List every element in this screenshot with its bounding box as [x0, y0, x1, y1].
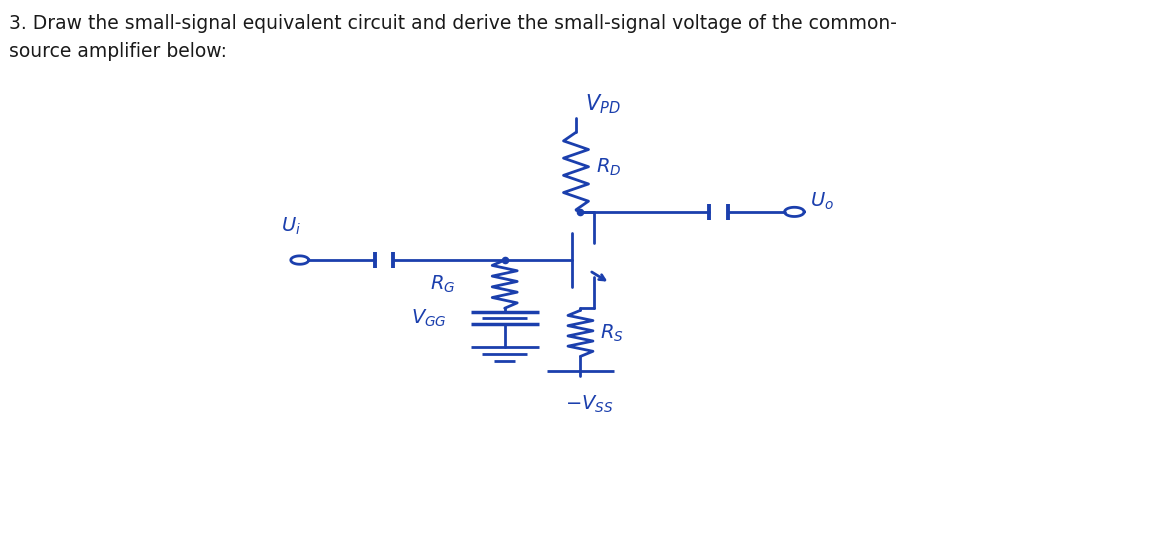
- Text: $U_i$: $U_i$: [281, 216, 301, 237]
- Point: [496, 256, 514, 264]
- Text: $R_D$: $R_D$: [596, 156, 621, 177]
- Text: $U_o$: $U_o$: [811, 191, 835, 212]
- Text: $V_{GG}$: $V_{GG}$: [411, 307, 447, 329]
- Text: $-V_{SS}$: $-V_{SS}$: [565, 394, 614, 416]
- Text: 3. Draw the small-signal equivalent circuit and derive the small-signal voltage : 3. Draw the small-signal equivalent circ…: [9, 14, 897, 60]
- Text: $V_{PD}$: $V_{PD}$: [585, 92, 621, 115]
- Text: $R_G$: $R_G$: [430, 274, 455, 295]
- Point: [572, 207, 590, 216]
- Text: $R_S$: $R_S$: [600, 323, 623, 344]
